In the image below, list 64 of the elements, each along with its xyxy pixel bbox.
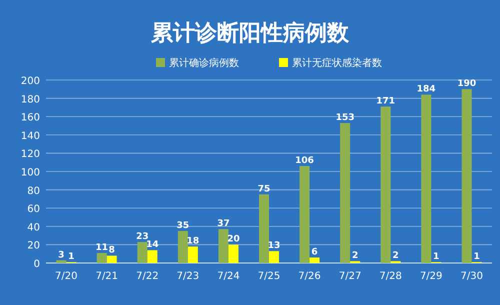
bar [228, 244, 238, 263]
data-label: 184 [416, 84, 436, 95]
y-tick-label: 180 [20, 94, 40, 106]
data-label: 2 [392, 251, 399, 262]
data-label: 18 [186, 236, 200, 247]
x-tick-label: 7/26 [298, 271, 321, 282]
bar [96, 252, 107, 263]
data-label: 106 [295, 156, 314, 166]
x-tick-label: 7/25 [258, 271, 280, 282]
bar [310, 258, 320, 263]
y-tick-label: 60 [27, 204, 40, 216]
bar [137, 242, 148, 263]
data-label: 11 [96, 242, 108, 253]
y-tick-label: 200 [20, 76, 40, 87]
y-tick-label: 40 [27, 222, 40, 234]
bar [421, 94, 432, 263]
y-tick-label: 160 [20, 112, 40, 124]
y-tick-label: 120 [20, 149, 40, 160]
chart-title: 累计诊断阳性病例数 [150, 21, 350, 46]
legend-label: 累计无症状感染者数 [292, 57, 382, 69]
bar [300, 166, 310, 263]
data-label: 75 [258, 184, 270, 194]
data-label: 13 [268, 241, 280, 252]
bar [259, 194, 269, 263]
data-label: 190 [457, 79, 476, 90]
x-tick-label: 7/23 [176, 271, 200, 282]
data-label: 3 [58, 250, 64, 260]
data-label: 37 [217, 219, 230, 230]
x-tick-label: 7/29 [420, 271, 442, 282]
bar [106, 256, 117, 263]
x-tick-label: 7/20 [55, 271, 78, 282]
data-label: 35 [176, 220, 190, 231]
data-label: 153 [336, 113, 354, 124]
y-tick-label: 0 [34, 259, 40, 270]
data-label: 6 [311, 248, 318, 258]
x-tick-label: 7/22 [136, 271, 159, 282]
y-tick-label: 80 [27, 186, 40, 197]
data-label: 1 [433, 252, 440, 262]
data-label: 2 [352, 251, 358, 262]
bar [188, 246, 198, 263]
x-tick-label: 7/27 [338, 271, 362, 282]
data-label: 14 [146, 240, 159, 250]
y-tick-label: 140 [20, 130, 40, 142]
x-tick-label: 7/28 [379, 271, 402, 282]
bar [340, 123, 350, 263]
x-tick-label: 7/30 [460, 271, 483, 282]
data-label: 20 [227, 234, 240, 245]
x-tick-label: 7/21 [96, 271, 118, 282]
bar [269, 251, 279, 263]
data-label: 8 [108, 246, 115, 256]
bar [56, 260, 66, 263]
bar [380, 106, 391, 263]
bar [462, 89, 472, 263]
bar [147, 250, 158, 263]
y-tick-label: 100 [20, 168, 40, 178]
data-label: 23 [136, 232, 149, 242]
bar [218, 229, 228, 263]
x-tick-label: 7/24 [217, 271, 240, 282]
data-label: 1 [68, 252, 74, 262]
data-label: 1 [474, 252, 480, 262]
bar [178, 230, 188, 263]
y-tick-label: 20 [27, 240, 40, 252]
data-label: 171 [376, 96, 396, 107]
legend-label: 累计确诊病例数 [169, 57, 239, 69]
